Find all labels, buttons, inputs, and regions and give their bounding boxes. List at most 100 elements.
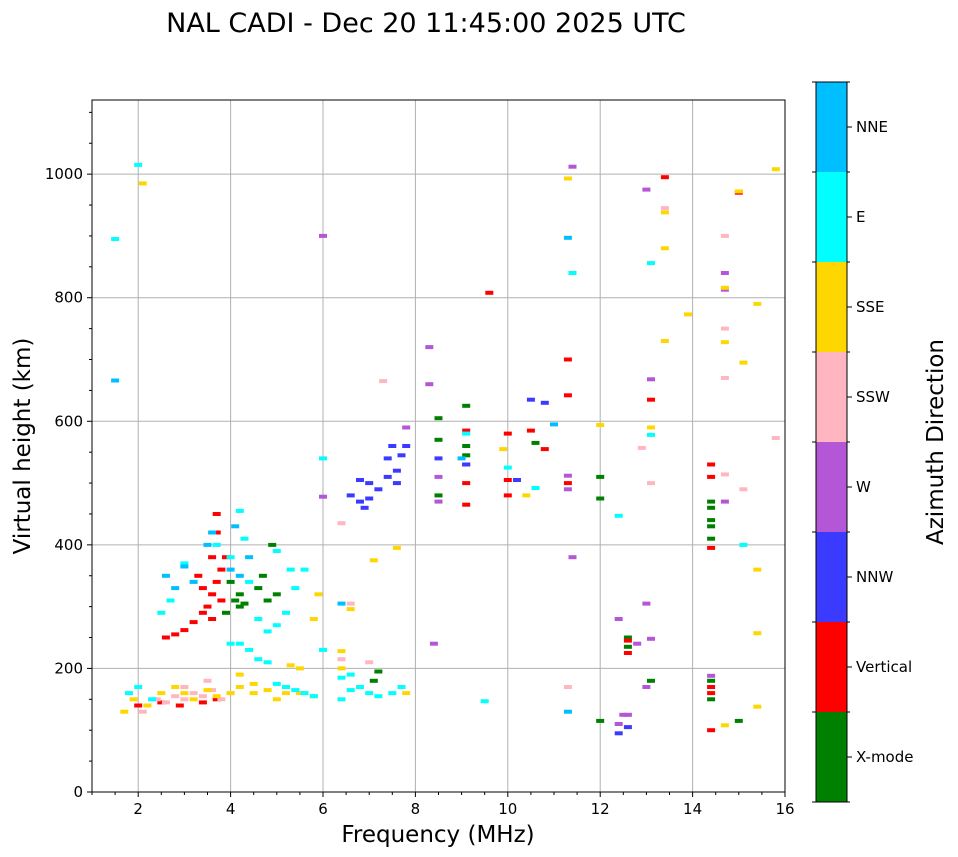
colorbar-label-sse: SSE: [856, 298, 885, 316]
data-point-e: [125, 691, 133, 696]
data-point-x-mode: [707, 678, 716, 683]
data-point-nne: [208, 530, 217, 535]
data-point-sse: [660, 210, 669, 215]
data-point-w: [647, 636, 655, 641]
data-point-w: [642, 601, 651, 606]
data-point-x-mode: [734, 718, 743, 723]
data-point-nnw: [365, 496, 374, 501]
data-point-e: [226, 555, 235, 560]
data-point-nne: [337, 601, 346, 606]
x-axis-ticks: 2 4 6 8 10 12 14 16: [91, 792, 795, 818]
data-point-x-mode: [596, 474, 605, 479]
data-point-e: [226, 641, 235, 646]
data-point-nne: [563, 235, 572, 240]
data-point-e: [388, 691, 397, 696]
y-tick-label: 600: [54, 412, 83, 430]
data-point-sse: [392, 545, 401, 550]
data-point-vertical: [503, 493, 512, 498]
colorbar-segment: [816, 352, 847, 442]
data-point-e: [282, 685, 290, 689]
data-point-nnw: [383, 474, 392, 479]
data-point-vertical: [161, 635, 170, 640]
data-point-vertical: [222, 555, 230, 560]
data-point-nne: [226, 567, 235, 572]
data-point-vertical: [208, 555, 217, 560]
x-tick-label: 14: [683, 800, 702, 818]
data-point-sse: [337, 649, 346, 654]
data-point-x-mode: [707, 697, 716, 702]
data-point-ssw: [171, 694, 180, 699]
data-point-e: [157, 610, 166, 615]
data-point-sse: [138, 181, 147, 186]
data-point-ssw: [161, 700, 170, 705]
data-point-x-mode: [222, 610, 230, 615]
data-point-e: [374, 694, 383, 699]
data-point-ssw: [138, 709, 147, 714]
data-point-x-mode: [235, 604, 244, 609]
data-point-e: [480, 699, 489, 704]
data-point-e: [397, 685, 406, 689]
data-point-vertical: [540, 447, 549, 452]
data-point-x-mode: [623, 644, 632, 649]
data-point-vertical: [217, 598, 226, 603]
data-point-e: [647, 261, 655, 266]
data-point-e: [212, 542, 221, 547]
data-point-sse: [171, 685, 180, 689]
data-point-e: [365, 691, 374, 696]
data-point-vertical: [462, 502, 471, 507]
data-point-w: [434, 499, 443, 504]
x-tick-label: 4: [226, 800, 236, 818]
data-point-vertical: [212, 697, 221, 702]
data-point-nnw: [360, 505, 369, 510]
data-point-w: [707, 673, 716, 678]
data-point-ssw: [647, 481, 655, 486]
data-point-x-mode: [596, 496, 605, 501]
data-point-x-mode: [268, 542, 277, 547]
data-point-ssw: [660, 206, 669, 211]
colorbar-label-ssw: SSW: [856, 388, 890, 406]
data-point-vertical: [212, 512, 221, 516]
data-point-w: [425, 345, 434, 350]
colorbar-label-nnw: NNW: [856, 568, 893, 586]
data-point-w: [642, 187, 651, 192]
data-point-x-mode: [226, 579, 235, 584]
data-point-nnw: [356, 478, 364, 482]
data-point-sse: [212, 694, 221, 699]
data-point-sse: [369, 558, 378, 563]
data-point-vertical: [660, 175, 669, 180]
data-point-nnw: [346, 493, 355, 498]
data-point-w: [429, 641, 438, 646]
data-point-w: [720, 271, 729, 275]
data-point-sse: [660, 246, 669, 251]
data-point-vertical: [503, 431, 512, 436]
data-point-vertical: [563, 393, 572, 398]
data-point-x-mode: [272, 592, 281, 597]
data-point-e: [272, 549, 281, 553]
data-point-ssw: [637, 445, 646, 450]
data-point-x-mode: [263, 598, 272, 603]
x-tick-label: 2: [133, 800, 143, 818]
data-point-nnw: [356, 499, 364, 504]
data-point-e: [272, 681, 281, 686]
data-point-sse: [120, 709, 129, 714]
x-tick-label: 10: [498, 800, 517, 818]
data-point-vertical: [462, 428, 471, 433]
data-point-e: [739, 542, 748, 547]
data-point-vertical: [503, 478, 512, 482]
data-point-sse: [143, 703, 152, 708]
data-point-nnw: [402, 444, 411, 448]
data-point-x-mode: [235, 592, 244, 597]
data-point-nnw: [526, 397, 535, 402]
data-point-nne: [189, 579, 198, 584]
data-point-sse: [249, 681, 258, 686]
data-point-w: [720, 499, 729, 504]
data-point-vertical: [198, 586, 207, 591]
data-point-vertical: [198, 700, 207, 705]
data-point-nnw: [392, 481, 401, 486]
colorbar-segment: [816, 442, 847, 532]
data-point-e: [111, 237, 120, 241]
data-point-e: [272, 623, 281, 628]
data-point-x-mode: [434, 437, 443, 442]
data-point-ssw: [720, 233, 729, 238]
